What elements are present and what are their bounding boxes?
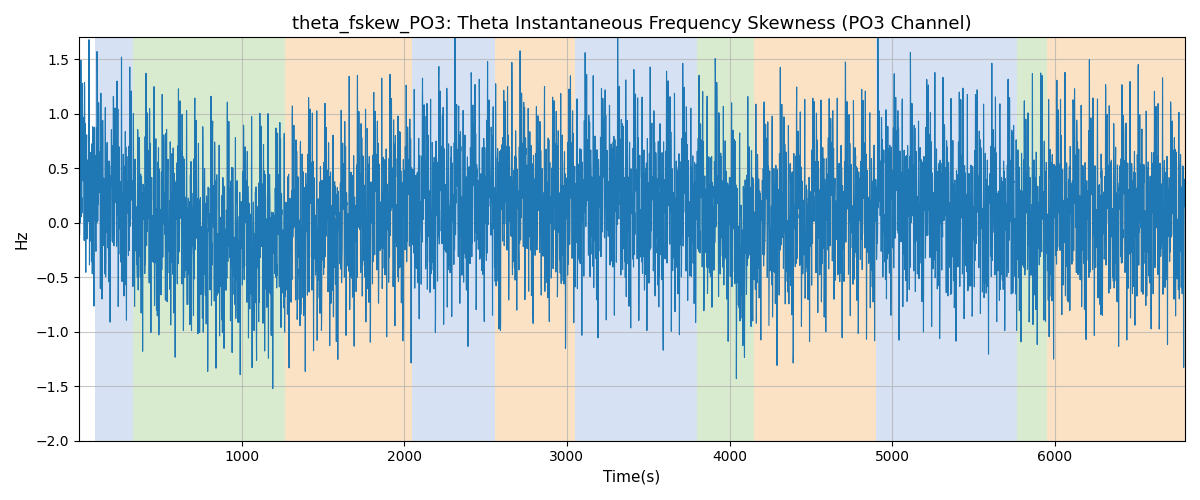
Bar <box>754 38 816 440</box>
Bar <box>496 38 575 440</box>
Bar <box>413 38 496 440</box>
Y-axis label: Hz: Hz <box>14 230 30 249</box>
Bar <box>95 38 132 440</box>
Bar <box>575 38 697 440</box>
Bar <box>876 38 1018 440</box>
Bar <box>816 38 876 440</box>
X-axis label: Time(s): Time(s) <box>604 470 660 485</box>
Bar <box>1046 38 1186 440</box>
Bar <box>132 38 286 440</box>
Bar <box>286 38 413 440</box>
Bar <box>697 38 754 440</box>
Title: theta_fskew_PO3: Theta Instantaneous Frequency Skewness (PO3 Channel): theta_fskew_PO3: Theta Instantaneous Fre… <box>292 15 972 34</box>
Bar <box>1018 38 1046 440</box>
